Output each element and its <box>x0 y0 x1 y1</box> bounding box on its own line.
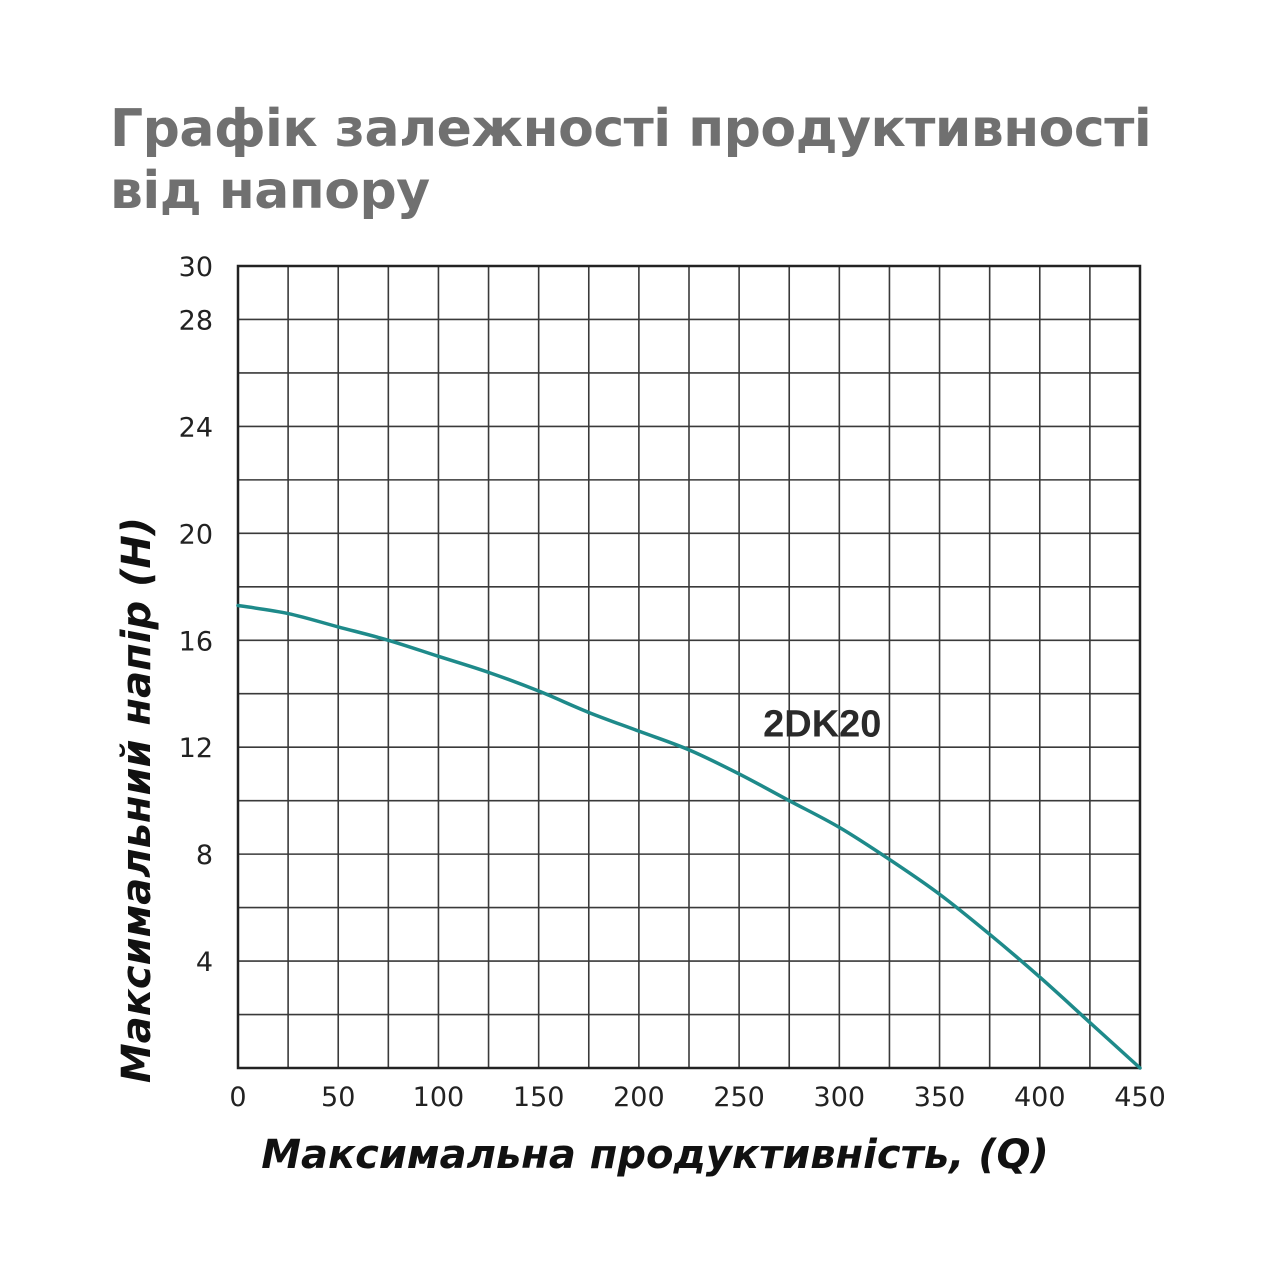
y-axis-title: Максимальний напір (H) <box>114 517 160 1083</box>
x-tick-label: 300 <box>814 1082 866 1113</box>
series-line-0 <box>236 603 1142 1070</box>
x-tick-label: 0 <box>229 1082 246 1113</box>
x-tick-label: 400 <box>1014 1082 1066 1113</box>
series-layer: 2DK20 <box>236 603 1142 1070</box>
series-label: 2DK20 <box>763 704 881 746</box>
x-tick-label: 200 <box>613 1082 665 1113</box>
x-tick-label: 450 <box>1114 1082 1166 1113</box>
x-tick-label: 150 <box>513 1082 565 1113</box>
x-tick-label: 100 <box>413 1082 465 1113</box>
y-tick-label: 20 <box>179 519 213 550</box>
y-tick-label: 28 <box>179 305 213 336</box>
page-title: Графік залежності продуктивності від нап… <box>110 99 1152 221</box>
x-tick-labels: 0 50 100 150 200 250 300 350 400 450 <box>229 1082 1165 1113</box>
x-tick-label: 50 <box>321 1082 355 1113</box>
x-tick-label: 250 <box>713 1082 765 1113</box>
x-tick-label: 350 <box>914 1082 966 1113</box>
y-tick-label: 4 <box>196 947 213 978</box>
y-tick-label: 24 <box>179 412 213 443</box>
y-tick-label: 30 <box>179 252 213 283</box>
x-axis-title: Максимальна продуктивність, (Q) <box>261 1132 1049 1178</box>
y-tick-label: 12 <box>179 733 213 764</box>
y-tick-labels: 4 8 12 16 20 24 28 30 <box>179 252 213 978</box>
y-tick-label: 16 <box>179 626 213 657</box>
y-tick-label: 8 <box>196 840 213 871</box>
plot-frame <box>236 264 1142 1070</box>
